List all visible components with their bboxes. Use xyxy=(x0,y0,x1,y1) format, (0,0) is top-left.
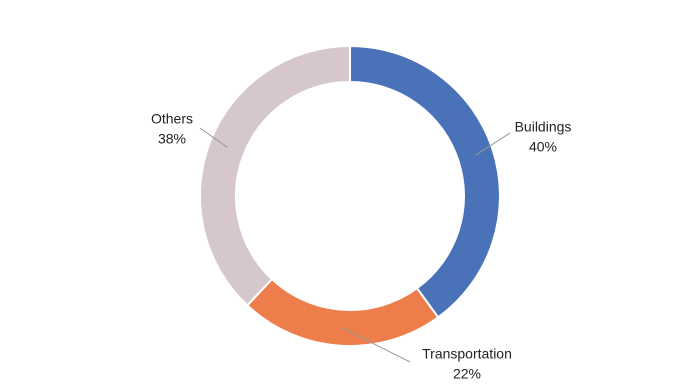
slice-label: Buildings xyxy=(515,119,572,135)
leader-line xyxy=(199,127,228,148)
value-label: 38% xyxy=(158,131,186,147)
donut-slice xyxy=(199,44,351,307)
value-label: 40% xyxy=(529,139,557,155)
slice-label: Others xyxy=(151,111,193,127)
slice-label: Transportation xyxy=(422,346,512,362)
donut-slice xyxy=(349,44,501,319)
leader-line xyxy=(475,132,511,156)
value-label: 22% xyxy=(453,366,481,382)
donut-slice xyxy=(245,277,440,347)
leader-line xyxy=(341,327,411,363)
